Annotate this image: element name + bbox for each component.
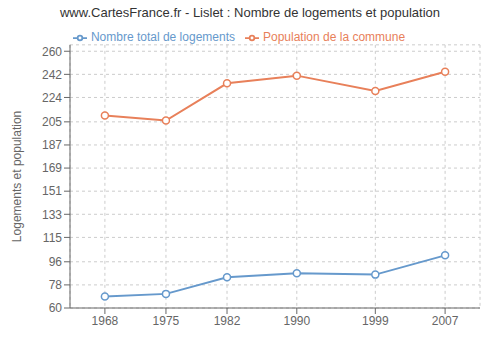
svg-text:Logements et population: Logements et population <box>10 111 24 242</box>
html-text:Population de la commune: Population de la commune <box>263 30 406 44</box>
svg-text:2007: 2007 <box>432 314 459 328</box>
svg-text:96: 96 <box>49 255 63 269</box>
svg-text:115: 115 <box>43 231 62 245</box>
svg-text:1999: 1999 <box>362 314 389 328</box>
svg-text:1975: 1975 <box>153 314 180 328</box>
svg-text:187: 187 <box>42 138 62 152</box>
html-text:Nombre total de logements: Nombre total de logements <box>90 30 235 44</box>
svg-text:242: 242 <box>42 68 62 82</box>
html-text:www.CartesFrance.fr - Lislet :: www.CartesFrance.fr - Lislet : Nombre de… <box>60 5 440 20</box>
svg-text:169: 169 <box>42 161 62 175</box>
svg-text:205: 205 <box>42 115 62 129</box>
svg-text:1968: 1968 <box>92 314 119 328</box>
svg-text:1982: 1982 <box>214 314 241 328</box>
svg-text:78: 78 <box>49 278 63 292</box>
svg-text:1990: 1990 <box>283 314 310 328</box>
svg-text:260: 260 <box>42 45 62 59</box>
svg-text:224: 224 <box>42 91 62 105</box>
svg-text:151: 151 <box>42 184 62 198</box>
svg-text:60: 60 <box>49 301 63 315</box>
svg-text:133: 133 <box>42 208 62 222</box>
